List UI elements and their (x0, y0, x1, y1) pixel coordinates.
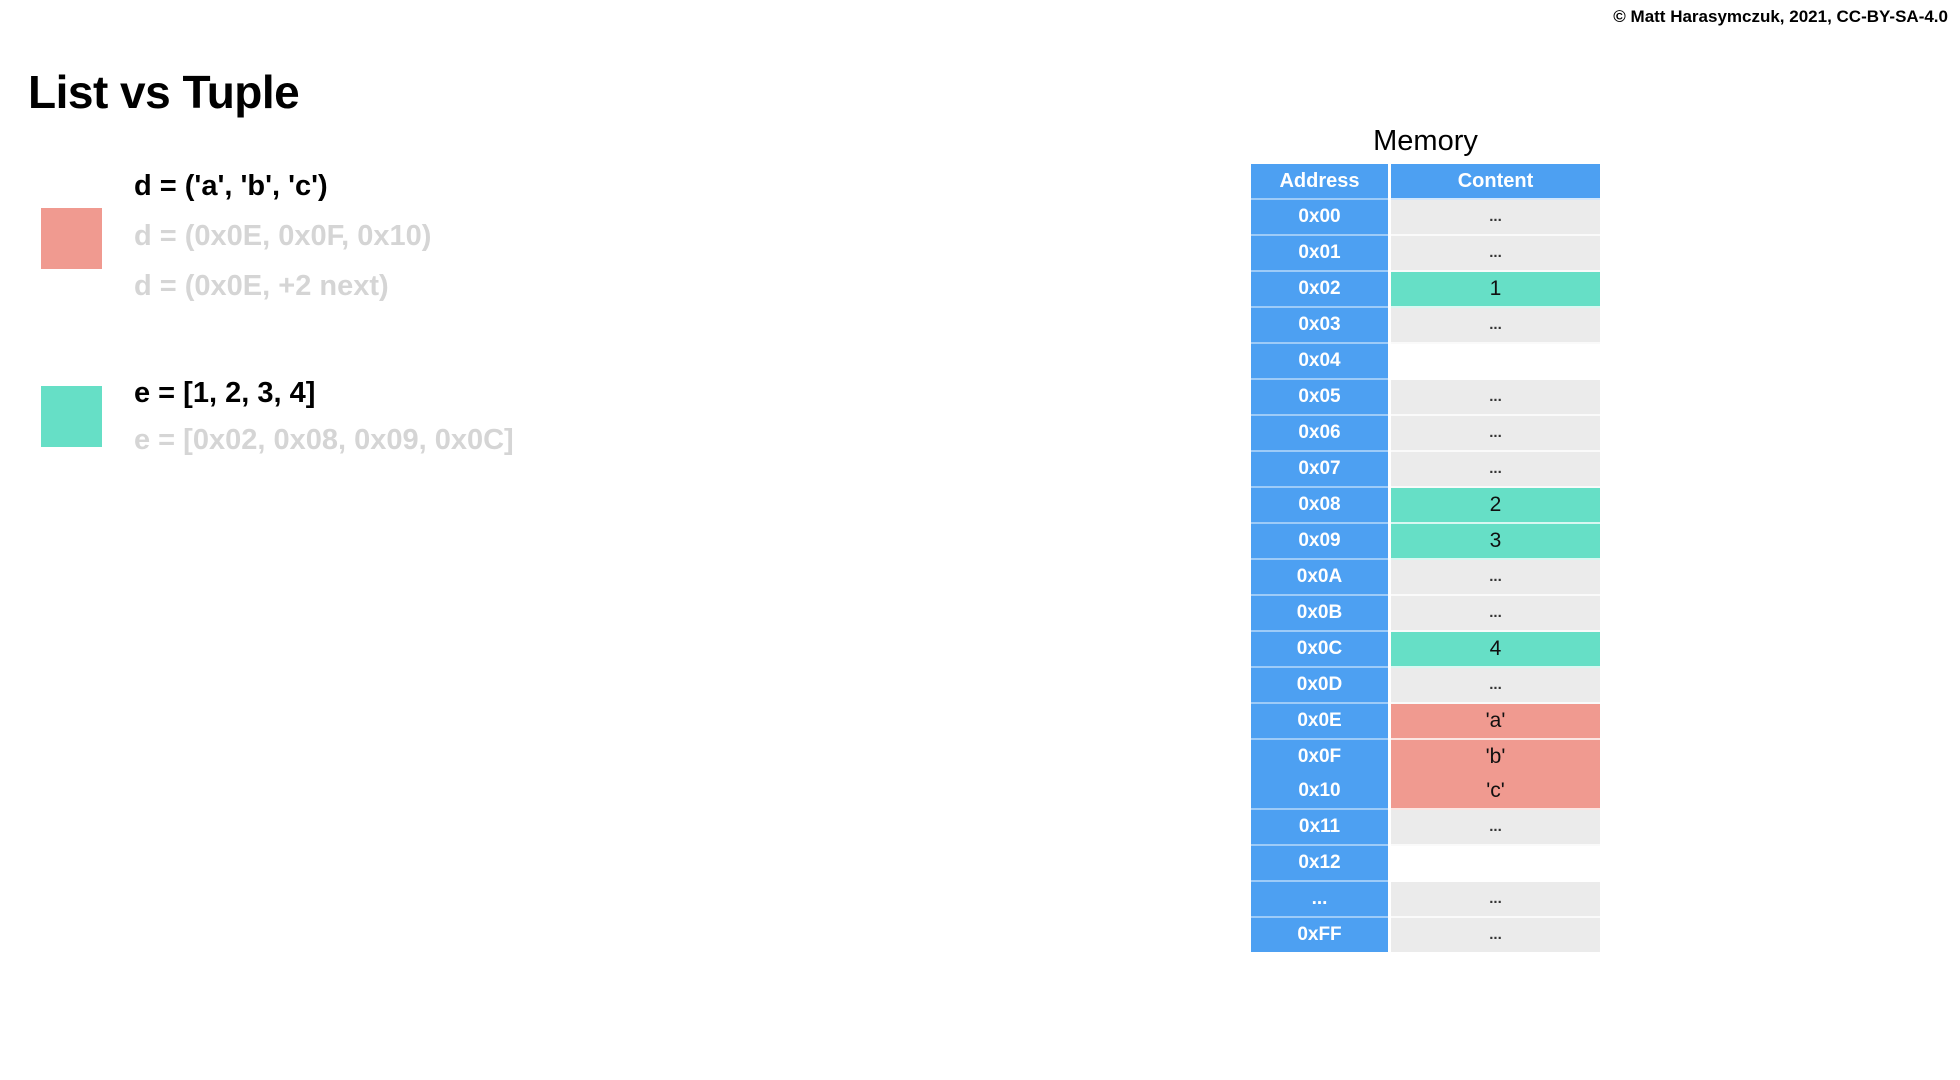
memory-row-0x0E: 0x0E 'a' (1251, 704, 1600, 740)
content-cell: ... (1391, 596, 1600, 632)
memory-row-0x04: 0x04 (1251, 344, 1600, 380)
content-cell: ... (1391, 236, 1600, 272)
memory-row-0x11: 0x11 ... (1251, 810, 1600, 846)
memory-table: Address Content 0x00 ... 0x01 ... 0x02 1… (1251, 164, 1600, 952)
address-cell: 0x07 (1251, 452, 1388, 488)
content-cell (1391, 344, 1600, 380)
tuple-memory-line-2: d = (0x0E, +2 next) (134, 270, 389, 302)
memory-row-0x06: 0x06 ... (1251, 416, 1600, 452)
address-cell: 0x01 (1251, 236, 1388, 272)
content-cell: 4 (1391, 632, 1600, 668)
memory-row-0x09: 0x09 3 (1251, 524, 1600, 560)
memory-row-0x08: 0x08 2 (1251, 488, 1600, 524)
address-cell: 0xFF (1251, 918, 1388, 952)
memory-row-0x12: 0x12 (1251, 846, 1600, 882)
content-cell: 2 (1391, 488, 1600, 524)
memory-row-0x02: 0x02 1 (1251, 272, 1600, 308)
content-cell: ... (1391, 452, 1600, 488)
memory-title: Memory (1373, 125, 1478, 157)
list-memory-line: e = [0x02, 0x08, 0x09, 0x0C] (134, 424, 514, 456)
content-cell: ... (1391, 200, 1600, 236)
memory-row-0x0B: 0x0B ... (1251, 596, 1600, 632)
memory-row-0x01: 0x01 ... (1251, 236, 1600, 272)
address-cell: 0x06 (1251, 416, 1388, 452)
list-color-swatch (41, 386, 102, 447)
page-title: List vs Tuple (28, 65, 300, 118)
memory-table-header: Address Content (1251, 164, 1600, 200)
content-cell: 'a' (1391, 704, 1600, 740)
memory-row-0xFF: 0xFF ... (1251, 918, 1600, 952)
memory-row-0x0F: 0x0F 'b' (1251, 740, 1600, 774)
column-header-content: Content (1391, 164, 1600, 200)
content-cell: 'c' (1391, 774, 1600, 810)
content-cell: 'b' (1391, 740, 1600, 774)
memory-row-0x00: 0x00 ... (1251, 200, 1600, 236)
address-cell: 0x0C (1251, 632, 1388, 668)
content-cell: ... (1391, 918, 1600, 952)
address-cell: 0x02 (1251, 272, 1388, 308)
content-cell: ... (1391, 308, 1600, 344)
content-cell: ... (1391, 810, 1600, 846)
memory-section: Memory Address Content 0x00 ... 0x01 ...… (1251, 126, 1600, 952)
address-cell: 0x0E (1251, 704, 1388, 740)
content-cell: ... (1391, 380, 1600, 416)
address-cell: 0x0A (1251, 560, 1388, 596)
content-cell: 1 (1391, 272, 1600, 308)
memory-row-0x0C: 0x0C 4 (1251, 632, 1600, 668)
address-cell: 0x0F (1251, 740, 1388, 774)
address-cell: 0x12 (1251, 846, 1388, 882)
memory-row-ellipsis: ... ... (1251, 882, 1600, 918)
memory-row-0x03: 0x03 ... (1251, 308, 1600, 344)
content-cell: ... (1391, 882, 1600, 918)
tuple-color-swatch (41, 208, 102, 269)
address-cell: 0x11 (1251, 810, 1388, 846)
address-cell: 0x05 (1251, 380, 1388, 416)
address-cell: ... (1251, 882, 1388, 918)
content-cell: ... (1391, 560, 1600, 596)
memory-row-0x0D: 0x0D ... (1251, 668, 1600, 704)
address-cell: 0x04 (1251, 344, 1388, 380)
list-code-line: e = [1, 2, 3, 4] (134, 377, 316, 409)
address-cell: 0x10 (1251, 774, 1388, 810)
address-cell: 0x08 (1251, 488, 1388, 524)
column-header-address: Address (1251, 164, 1388, 200)
memory-row-0x07: 0x07 ... (1251, 452, 1600, 488)
address-cell: 0x09 (1251, 524, 1388, 560)
address-cell: 0x00 (1251, 200, 1388, 236)
content-cell: ... (1391, 668, 1600, 704)
address-cell: 0x03 (1251, 308, 1388, 344)
memory-row-0x10: 0x10 'c' (1251, 774, 1600, 810)
content-cell: ... (1391, 416, 1600, 452)
memory-row-0x0A: 0x0A ... (1251, 560, 1600, 596)
address-cell: 0x0D (1251, 668, 1388, 704)
content-cell (1391, 846, 1600, 882)
address-cell: 0x0B (1251, 596, 1388, 632)
content-cell: 3 (1391, 524, 1600, 560)
copyright-notice: © Matt Harasymczuk, 2021, CC-BY-SA-4.0 (1613, 7, 1948, 26)
memory-row-0x05: 0x05 ... (1251, 380, 1600, 416)
tuple-memory-line-1: d = (0x0E, 0x0F, 0x10) (134, 220, 432, 252)
tuple-code-line: d = ('a', 'b', 'c') (134, 170, 328, 202)
